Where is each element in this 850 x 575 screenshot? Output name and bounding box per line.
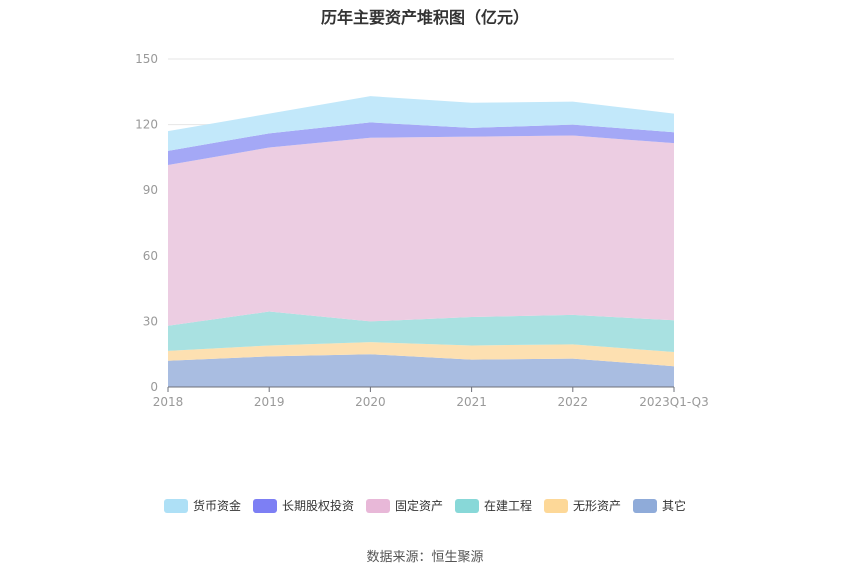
x-tick-label: 2020: [355, 395, 386, 409]
x-tick-label: 2018: [153, 395, 184, 409]
x-tick-label: 2021: [456, 395, 487, 409]
legend-swatch-equity-investment: [252, 498, 277, 513]
area-series-0: [168, 354, 674, 387]
data-source-note: 数据来源：恒生聚源: [366, 550, 484, 565]
area-series-2: [168, 311, 674, 353]
legend-label-equity-investment: 长期股权投资: [281, 499, 354, 513]
legend-item-equity-investment[interactable]: 长期股权投资: [252, 497, 354, 514]
x-tick-label: 2022: [558, 395, 589, 409]
legend-label-fixed-assets: 固定资产: [394, 499, 443, 513]
legend: 货币资金 长期股权投资 固定资产 在建工程 无形资产 其它: [0, 497, 850, 514]
area-series-1: [168, 342, 674, 367]
y-tick-label: 90: [143, 183, 158, 197]
legend-label-cash: 货币资金: [192, 499, 241, 513]
legend-swatch-cash: [163, 498, 188, 513]
area-series-3: [168, 135, 674, 326]
legend-label-construction: 在建工程: [484, 499, 533, 513]
legend-item-construction[interactable]: 在建工程: [455, 497, 532, 514]
legend-item-other[interactable]: 其它: [633, 497, 686, 514]
legend-item-intangible[interactable]: 无形资产: [544, 497, 621, 514]
legend-label-intangible: 无形资产: [573, 499, 622, 513]
area-series-4: [168, 122, 674, 166]
legend-item-cash[interactable]: 货币资金: [163, 497, 241, 514]
chart-title: 历年主要资产堆积图（亿元）: [320, 8, 529, 27]
y-tick-label: 0: [150, 380, 158, 394]
x-tick-label: 2019: [254, 395, 285, 409]
area-series-5: [168, 96, 674, 151]
legend-item-fixed-assets[interactable]: 固定资产: [365, 497, 443, 514]
y-tick-label: 60: [143, 249, 158, 263]
legend-label-other: 其它: [662, 499, 687, 513]
legend-swatch-intangible: [544, 498, 569, 513]
y-tick-label: 30: [143, 314, 158, 328]
legend-swatch-fixed-assets: [365, 498, 390, 513]
y-tick-label: 150: [135, 52, 158, 66]
legend-swatch-construction: [455, 498, 479, 513]
y-tick-label: 120: [135, 118, 158, 132]
x-tick-label: 2023Q1-Q3: [639, 395, 708, 409]
legend-swatch-other: [633, 498, 658, 513]
